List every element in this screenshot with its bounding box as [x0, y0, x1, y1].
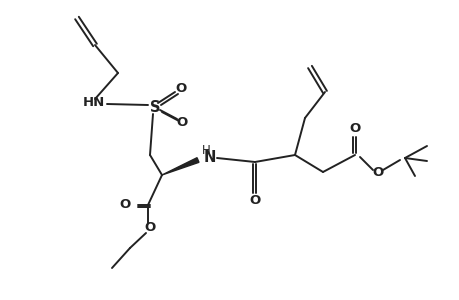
- Text: HN: HN: [83, 95, 105, 109]
- Text: O: O: [249, 194, 260, 208]
- Text: O: O: [349, 122, 360, 134]
- Text: O: O: [176, 116, 187, 128]
- Text: O: O: [119, 199, 130, 212]
- Polygon shape: [162, 158, 199, 175]
- Text: H: H: [201, 143, 210, 157]
- Text: O: O: [175, 82, 186, 94]
- Text: O: O: [372, 166, 383, 178]
- Text: S: S: [150, 100, 160, 115]
- Text: N: N: [203, 151, 216, 166]
- Text: O: O: [144, 221, 155, 235]
